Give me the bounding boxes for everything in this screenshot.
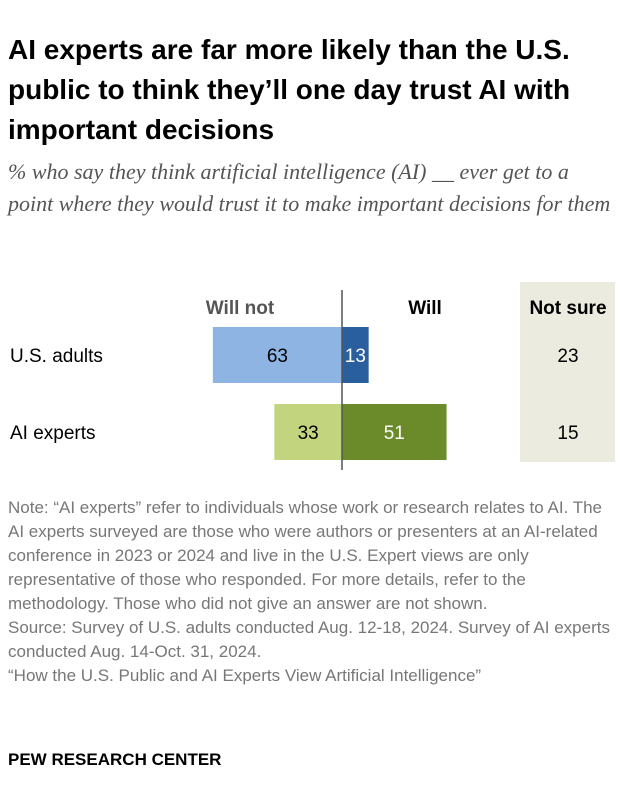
header-will-not: Will not — [206, 298, 275, 319]
chart-subtitle: % who say they think artificial intellig… — [8, 159, 611, 216]
value-not-sure-0: 23 — [557, 346, 578, 367]
row-label-1: AI experts — [10, 423, 96, 444]
row-label-0: U.S. adults — [10, 346, 103, 367]
diverging-bar-chart: Will not Will Not sure U.S. adults 63 13 23 AI … — [10, 282, 615, 470]
value-will-0: 13 — [345, 346, 366, 367]
pew-research-logo: PEW RESEARCH CENTER — [8, 750, 222, 769]
note-text: Note: “AI experts” refer to individuals … — [8, 498, 603, 613]
bar-will-1 — [342, 404, 447, 460]
value-will-not-1: 33 — [298, 423, 319, 444]
value-not-sure-1: 15 — [557, 423, 578, 444]
bar-will-not-1 — [274, 404, 342, 460]
value-will-not-0: 63 — [267, 346, 288, 367]
bar-will-0 — [342, 327, 369, 383]
not-sure-column-bg — [520, 282, 615, 462]
bar-will-not-0 — [212, 327, 342, 383]
chart-title: AI experts are far more likely than the … — [8, 34, 571, 145]
header-will: Will — [408, 298, 442, 319]
source-text: Source: Survey of U.S. adults conducted … — [8, 618, 610, 661]
chart-notes: Note: “AI experts” refer to individuals … — [8, 496, 612, 688]
report-title: “How the U.S. Public and AI Experts View… — [8, 666, 482, 685]
header-not-sure: Not sure — [529, 298, 606, 319]
value-will-1: 51 — [384, 423, 405, 444]
